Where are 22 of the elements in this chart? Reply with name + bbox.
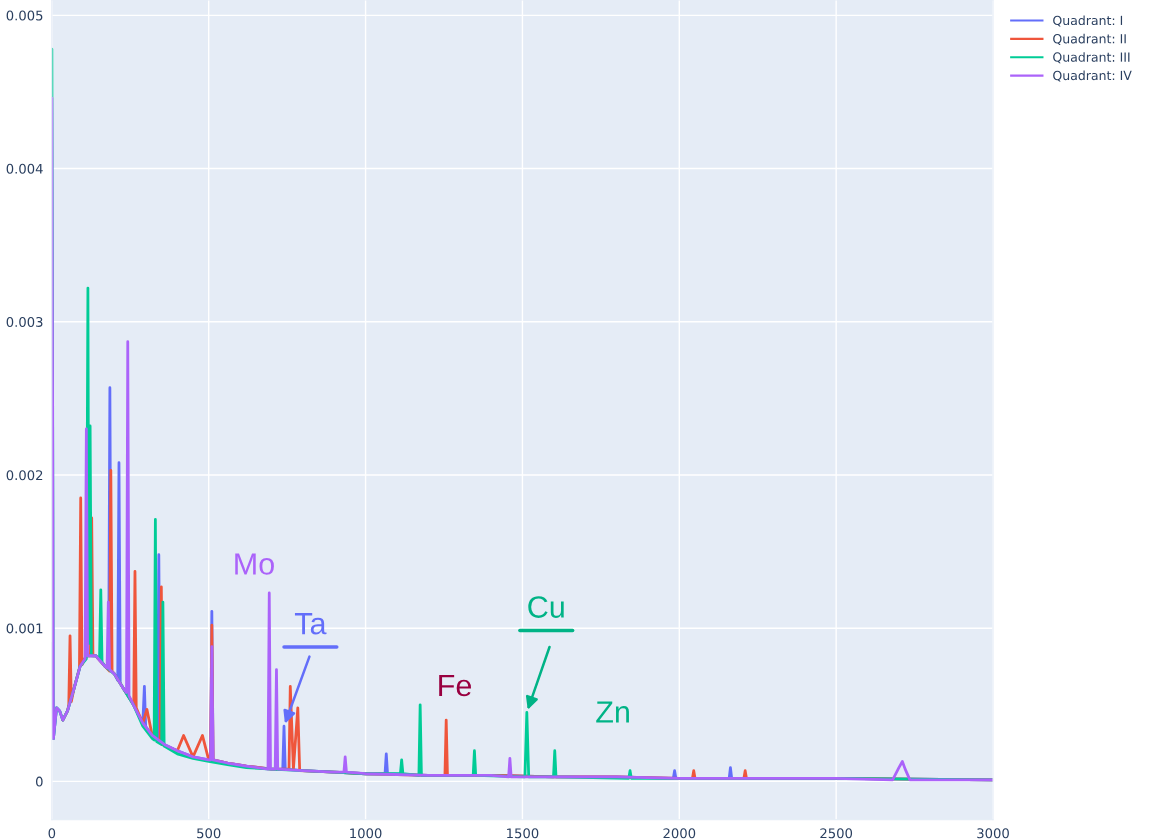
x-tick-label: 1500	[507, 828, 539, 839]
y-tick-label: 0.005	[6, 10, 43, 21]
x-tick-label: 3000	[977, 828, 1009, 839]
x-tick-label: 2500	[820, 828, 853, 839]
annotation: Zn	[596, 701, 629, 723]
legend-label: Quadrant: II	[1053, 33, 1126, 45]
x-tick-label: 2000	[663, 828, 696, 839]
legend-label: Quadrant: III	[1053, 52, 1130, 64]
annotation: Mo	[235, 553, 274, 575]
y-tick-label: 0.004	[6, 163, 43, 174]
annotation: Ta	[294, 613, 327, 635]
y-tick-label: 0	[35, 776, 43, 787]
legend-label: Quadrant: IV	[1053, 70, 1132, 82]
x-tick-label: 0	[48, 828, 56, 839]
x-tick-label: 1000	[350, 828, 382, 839]
y-tick-label: 0.001	[6, 623, 43, 634]
legend-label: Quadrant: I	[1053, 15, 1123, 27]
y-tick-label: 0.003	[6, 316, 43, 327]
y-tick-label: 0.002	[6, 470, 43, 481]
annotation: Cu	[528, 596, 564, 618]
annotation: Fe	[439, 675, 471, 697]
x-tick-label: 500	[197, 828, 221, 839]
